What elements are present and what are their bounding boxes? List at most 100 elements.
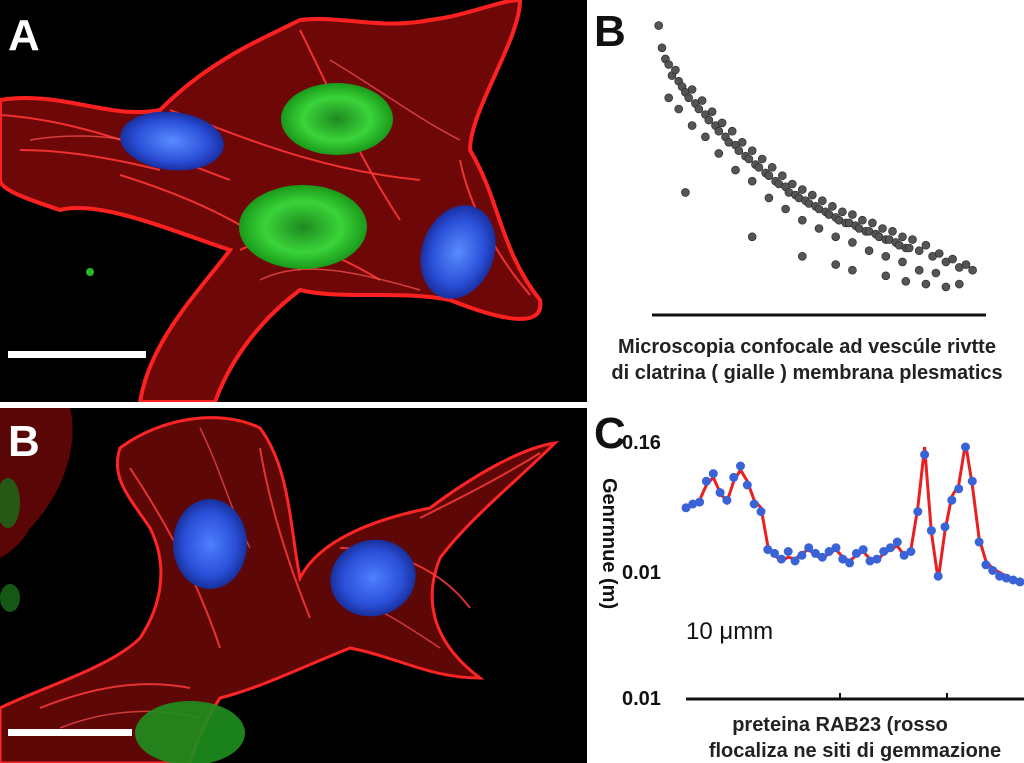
scatter-point (701, 132, 710, 142)
scatter-point (714, 126, 724, 136)
nucleus-green-mid (239, 185, 367, 269)
scatter-point (707, 107, 717, 116)
scatter-point (687, 121, 697, 130)
scatter-point (848, 265, 857, 275)
scatter-point (798, 251, 807, 261)
nucleus-green-top (281, 83, 393, 155)
scatter-point (767, 163, 777, 172)
profile-point (1008, 575, 1018, 585)
scatter-point (778, 171, 787, 180)
c-caption-line1: preteina RAB23 (rosso (732, 714, 948, 736)
scatter-point (818, 196, 827, 205)
profile-point (722, 495, 732, 505)
scatter-point (747, 146, 757, 155)
profile-point (688, 499, 698, 509)
c-ytick-top: 0.16 (622, 432, 661, 454)
scatter-point (734, 146, 744, 155)
scatter-point (717, 118, 727, 128)
c-ytick-mid: 0.01 (622, 562, 661, 584)
scatter-point (727, 126, 737, 136)
scatter-point (858, 215, 867, 225)
profile-point (961, 442, 970, 452)
panel-c-plot: C 0.16 0.01 0.01 Genrnnue (m) 10 μmm pre… (590, 408, 1024, 763)
panel-a-micrograph: A (0, 0, 587, 402)
scatter-point (921, 279, 931, 289)
scatter-point (941, 282, 951, 292)
profile-point (797, 550, 807, 560)
profile-point (1001, 573, 1011, 583)
profile-point (947, 495, 957, 505)
scatter-point (828, 202, 837, 211)
scatter-point (868, 218, 877, 228)
profile-point (981, 560, 991, 570)
profile-point (831, 543, 841, 553)
scatter-point (664, 60, 673, 69)
scatter-point (744, 154, 754, 164)
scatter-point (898, 257, 907, 267)
scatter-point (948, 254, 957, 264)
scatter-point (881, 251, 891, 261)
panel-c-letter: C (594, 409, 626, 458)
profile-point (701, 476, 711, 486)
scatter-point (881, 271, 891, 281)
profile-point (783, 547, 793, 556)
panel-a-letter: A (8, 11, 40, 60)
profile-point (729, 472, 739, 482)
scatter-point (914, 265, 924, 275)
profile-point (763, 545, 773, 555)
profile-point (749, 499, 759, 509)
scatter-point (968, 265, 977, 275)
scatter-point (737, 138, 747, 147)
profile-point (872, 554, 882, 564)
scatter-point (757, 154, 767, 164)
scatter-point (674, 104, 683, 114)
nucleus-b-left (173, 499, 247, 589)
gfp-blob-bottom (135, 701, 245, 763)
scatter-point (687, 85, 697, 94)
profile-point (681, 503, 691, 513)
profile-point (1015, 577, 1024, 587)
scatter-point (914, 246, 924, 255)
scatter-point (764, 193, 774, 203)
scatter-point (781, 204, 790, 214)
profile-point (770, 548, 780, 558)
scatter-point (788, 179, 797, 189)
scatter-point (664, 93, 673, 103)
panel-b-scale-bar (8, 729, 132, 736)
scatter-point (747, 232, 757, 242)
panel-b-scatter: B Microscopia confocale ad vescúle rivtt… (590, 0, 1024, 402)
profile-point (845, 558, 855, 568)
scatter-point (831, 232, 840, 242)
scatter-point (954, 279, 964, 289)
c-caption-line2: flocaliza ne siti di gemmazione (708, 740, 1002, 762)
profile-point (865, 556, 875, 566)
profile-point (756, 507, 766, 517)
scatter-point (831, 260, 840, 269)
profile-point (838, 554, 848, 564)
scatter-point (764, 171, 774, 180)
profile-point (742, 480, 752, 490)
profile-point (920, 450, 930, 460)
scatter-point (814, 224, 824, 233)
profile-point (715, 488, 725, 498)
profile-point (886, 543, 895, 553)
profile-line (685, 442, 1020, 582)
nucleus-b-right (330, 539, 416, 617)
scatter-point (697, 96, 707, 105)
nucleus-blue-right (420, 205, 496, 299)
profile-point (879, 547, 889, 556)
profile-point (933, 571, 943, 581)
profile-point (995, 571, 1005, 581)
profile-point (736, 461, 745, 471)
scatter-point (934, 249, 944, 258)
scatter-point (901, 276, 911, 286)
scatter-point (908, 235, 917, 244)
scatter-point (808, 190, 817, 200)
profile-point (817, 552, 827, 562)
profile-point (804, 543, 814, 553)
nucleus-blue-left (120, 111, 224, 171)
profile-plot (681, 442, 1024, 701)
scatter-point (747, 176, 757, 186)
profile-point (708, 469, 718, 479)
profile-point (695, 497, 705, 507)
